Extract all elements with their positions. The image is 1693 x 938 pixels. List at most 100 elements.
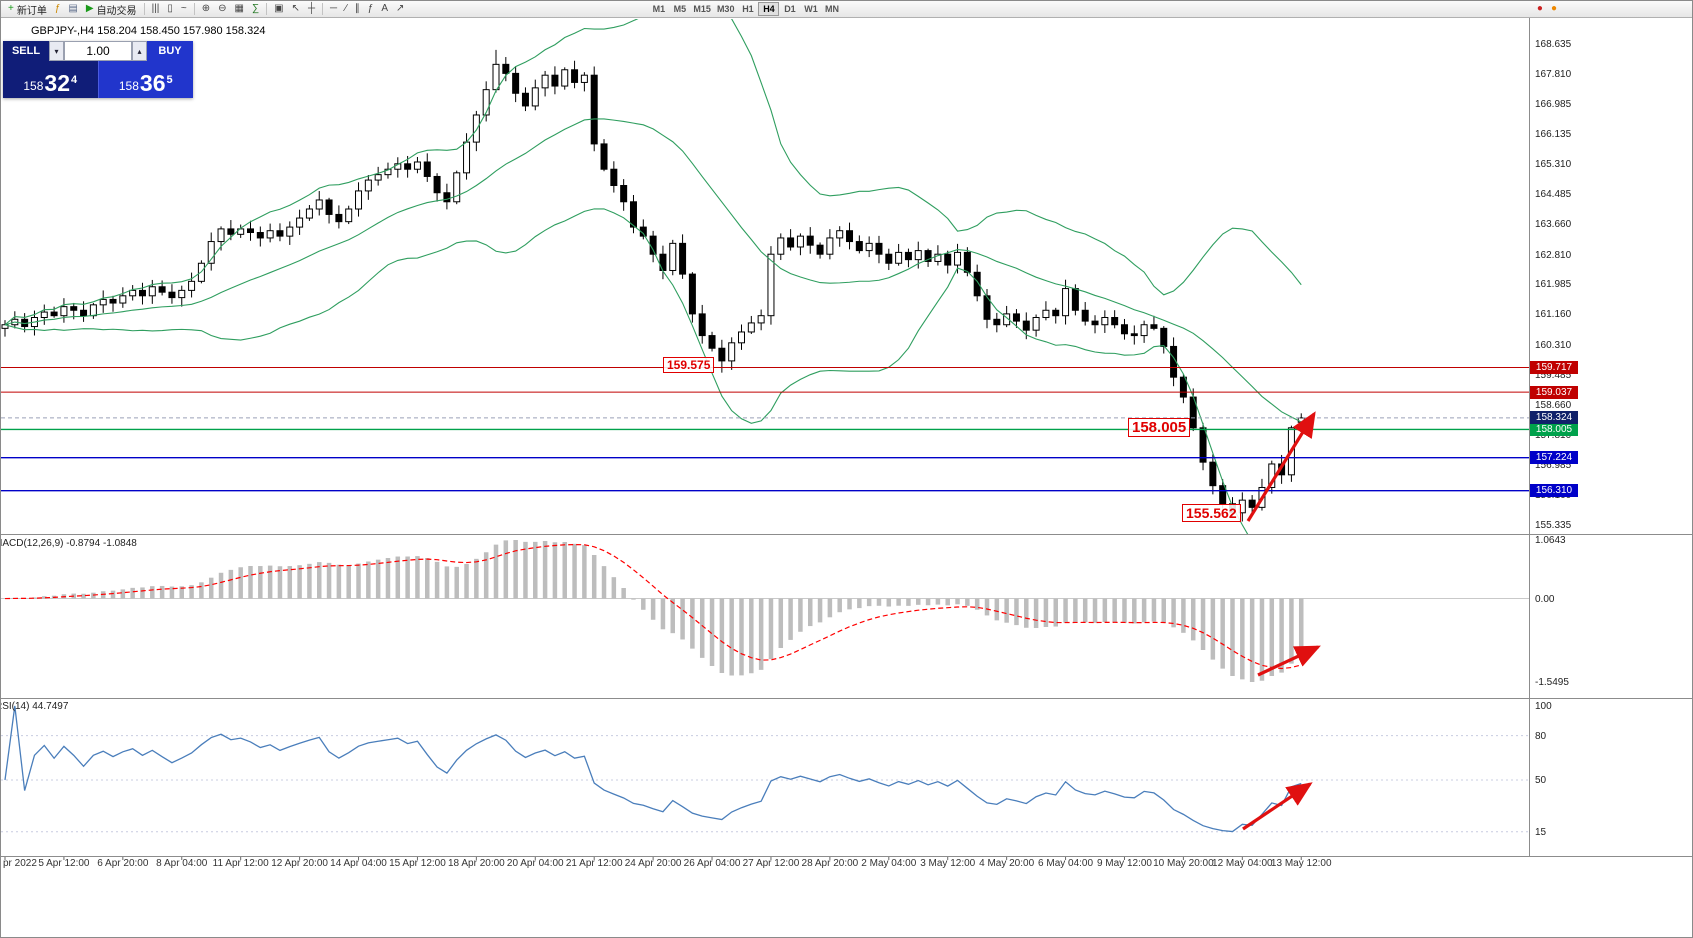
time-axis-label: 21 Apr 12:00 [565, 858, 623, 869]
bar-chart-button[interactable]: ||| [148, 2, 164, 17]
timeframe-m15-button[interactable]: M15 [693, 4, 711, 14]
price-note-155562: 155.562 [1182, 504, 1241, 522]
buy-price-display[interactable]: 158 36 5 [97, 61, 193, 98]
toolbar-separator [322, 3, 324, 15]
indicators-button[interactable]: ∑ [248, 2, 263, 17]
toolbar-separator [143, 3, 145, 15]
timeframe-m5-button[interactable]: M5 [673, 4, 687, 14]
price-level-badge: 159.037 [1530, 385, 1578, 399]
time-axis-label: 18 Apr 20:00 [448, 858, 505, 869]
fibonacci-button[interactable]: ƒ [364, 2, 378, 17]
horizontal-line-button[interactable]: ─ [326, 2, 341, 17]
price-axis-label: 159.485 [1535, 369, 1572, 381]
price-axis-label: 158.660 [1535, 399, 1572, 411]
timeframe-m30-button[interactable]: M30 [716, 4, 735, 14]
grid-button[interactable]: ▦ [231, 2, 248, 17]
price-note-158005: 158.005 [1128, 418, 1191, 437]
line-chart-button[interactable]: ~ [177, 2, 191, 17]
profiles-icon: ▤ [68, 3, 78, 14]
rsi-axis-label: 15 [1535, 826, 1547, 838]
trade-panel-prices: 158 32 4 158 36 5 [3, 61, 193, 98]
price-axis-label: 161.985 [1535, 279, 1572, 291]
volume-input[interactable] [64, 41, 132, 61]
price-axis-label: 164.485 [1535, 189, 1572, 201]
rsi-axis-label: 80 [1535, 730, 1547, 742]
tile-windows-button[interactable]: ▣ [270, 2, 287, 17]
sell-price-display[interactable]: 158 32 4 [3, 61, 98, 98]
autotrade-button[interactable]: ▶ 自动交易 [82, 2, 141, 17]
time-axis-label: 4 May 20:00 [979, 858, 1035, 869]
timeframe-h4-button[interactable]: H4 [758, 2, 780, 16]
mql-wizard-button[interactable]: ƒ [51, 2, 65, 17]
cursor-icon: ↖ [291, 3, 300, 14]
trendline-button[interactable]: ∕ [341, 2, 351, 17]
fibonacci-icon: ƒ [367, 3, 374, 14]
time-axis-label: 5 Apr 12:00 [38, 858, 90, 869]
time-axis-label: 12 May 04:00 [1212, 858, 1273, 869]
news-icon: ● [1550, 3, 1557, 14]
zoom-in-icon: ⊕ [201, 3, 211, 14]
crosshair-button[interactable]: ┼ [304, 2, 319, 17]
buy-button[interactable]: BUY [147, 41, 193, 61]
sell-price-pip: 4 [71, 74, 78, 86]
candle-chart-icon: ▯ [167, 3, 173, 14]
volume-increase-button[interactable]: ▴ [132, 41, 147, 61]
price-axis-label: 162.810 [1535, 249, 1572, 261]
time-axis-label: 13 May 12:00 [1270, 858, 1332, 869]
macd-indicator-label: MACD(12,26,9) -0.8794 -1.0848 [0, 538, 137, 549]
timeframe-group: M1 M5 M15 M30 H1 H4 D1 W1 MN [648, 2, 842, 16]
current-price-badge: 158.324 [1530, 411, 1578, 425]
profiles-button[interactable]: ▤ [64, 2, 81, 17]
time-axis-label: 2 May 04:00 [861, 858, 917, 869]
timeframe-d1-button[interactable]: D1 [784, 4, 796, 14]
rsi-axis-label: 100 [1535, 701, 1552, 712]
tile-windows-icon: ▣ [274, 3, 284, 14]
price-level-badge: 157.224 [1530, 451, 1578, 465]
zoom-out-button[interactable]: ⊖ [214, 2, 230, 17]
buy-price-prefix: 158 [118, 79, 139, 94]
autotrade-label: 自动交易 [96, 5, 137, 17]
price-axis-label: 165.310 [1535, 159, 1572, 171]
mql-wizard-icon: ƒ [54, 3, 61, 14]
sell-button[interactable]: SELL [3, 41, 49, 61]
metaquotes-alert-button[interactable]: ● [1533, 2, 1547, 17]
time-axis-label: 28 Apr 20:00 [801, 858, 859, 869]
timeframe-w1-button[interactable]: W1 [804, 4, 818, 14]
news-button[interactable]: ● [1547, 2, 1561, 17]
crosshair-icon: ┼ [307, 3, 316, 14]
time-axis-label: 11 Apr 12:00 [212, 858, 269, 869]
price-axis-label: 168.635 [1535, 39, 1572, 50]
trade-panel-controls: SELL ▾ ▴ BUY [3, 41, 193, 61]
macd-axis-label: 1.0643 [1535, 535, 1566, 546]
timeframe-m1-button[interactable]: M1 [652, 4, 666, 14]
sell-price-prefix: 158 [23, 79, 44, 94]
rsi-panel-divider[interactable] [1, 698, 1692, 699]
price-note-159575: 159.575 [663, 357, 715, 373]
text-tool-button[interactable]: A [377, 2, 392, 17]
buy-price-pip: 5 [166, 74, 173, 86]
time-axis-label: 15 Apr 12:00 [389, 858, 446, 869]
metaquotes-alert-icon: ● [1536, 3, 1543, 14]
autotrade-icon: ▶ [85, 3, 94, 14]
new-order-label: 新订单 [16, 5, 47, 17]
cursor-button[interactable]: ↖ [288, 2, 304, 17]
price-axis-label: 160.310 [1535, 340, 1572, 352]
arrows-tool-button[interactable]: ↗ [392, 2, 408, 17]
candle-chart-button[interactable]: ▯ [163, 2, 177, 17]
timeframe-mn-button[interactable]: MN [824, 4, 839, 14]
bar-chart-icon: ||| [151, 3, 160, 14]
volume-decrease-button[interactable]: ▾ [49, 41, 64, 61]
text-tool-icon: A [381, 3, 389, 14]
zoom-in-button[interactable]: ⊕ [198, 2, 214, 17]
time-axis-label: 8 Apr 04:00 [156, 858, 208, 869]
time-axis-label: 10 May 20:00 [1153, 858, 1214, 869]
rsi-indicator-label: RSI(14) 44.7497 [0, 701, 69, 712]
new-order-button[interactable]: + 新订单 [4, 2, 51, 17]
equidistant-channel-button[interactable]: ∥ [351, 2, 364, 17]
zoom-out-icon: ⊖ [218, 3, 227, 14]
price-axis-label: 156.985 [1535, 460, 1572, 472]
macd-panel-divider[interactable] [1, 534, 1692, 535]
timeframe-h1-button[interactable]: H1 [742, 4, 754, 14]
